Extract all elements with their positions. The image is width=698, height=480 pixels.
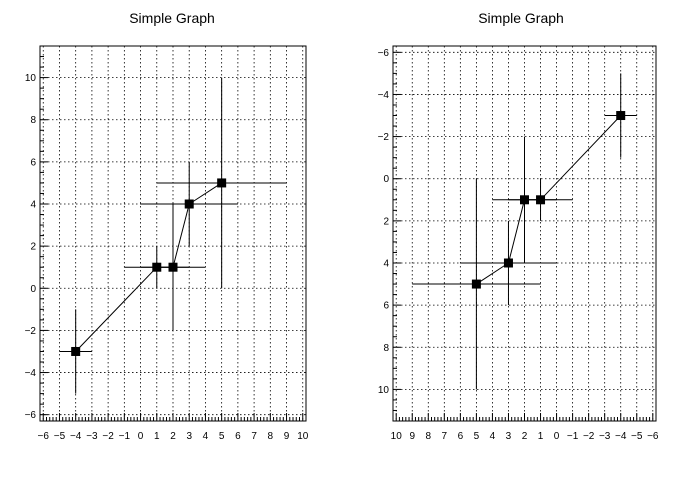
- y-tick-label: −2: [378, 132, 390, 143]
- data-point: [503, 258, 513, 268]
- x-tick-label: 4: [490, 431, 496, 442]
- y-tick-label: 8: [383, 343, 389, 354]
- y-tick-label: −6: [25, 410, 37, 421]
- x-tick-label: 3: [186, 431, 192, 442]
- x-tick-label: 4: [203, 431, 209, 442]
- y-tick-label: −4: [25, 368, 37, 379]
- x-tick-label: −3: [599, 431, 611, 442]
- y-tick-label: 0: [383, 174, 389, 185]
- data-point: [152, 262, 162, 272]
- x-tick-label: −6: [647, 431, 659, 442]
- chart-title: Simple Graph: [129, 10, 215, 26]
- data-point: [217, 178, 227, 188]
- y-tick-label: −2: [25, 326, 37, 337]
- x-tick-label: 5: [474, 431, 480, 442]
- x-tick-label: 9: [284, 431, 290, 442]
- y-tick-label: 10: [378, 385, 390, 396]
- y-tick-label: −4: [378, 90, 390, 101]
- data-point: [471, 279, 481, 289]
- x-tick-label: 10: [391, 431, 403, 442]
- chart-2: Simple Graph−6−5−4−3−2−1012345678910−6−4…: [378, 10, 659, 442]
- y-tick-label: 10: [25, 73, 37, 84]
- x-tick-label: 1: [154, 431, 160, 442]
- x-tick-label: 0: [138, 431, 144, 442]
- data-point: [536, 195, 546, 205]
- data-point: [520, 195, 529, 205]
- x-tick-label: 8: [425, 431, 431, 442]
- y-tick-label: 8: [30, 115, 36, 126]
- x-tick-label: −5: [631, 431, 643, 442]
- x-tick-label: −4: [615, 431, 627, 442]
- x-tick-label: 6: [458, 431, 464, 442]
- x-tick-label: −3: [86, 431, 98, 442]
- y-tick-label: 2: [383, 216, 389, 227]
- x-tick-label: 2: [170, 431, 176, 442]
- y-tick-label: 0: [30, 284, 36, 295]
- y-tick-label: 4: [383, 258, 389, 269]
- x-tick-label: −6: [38, 431, 50, 442]
- y-tick-label: 6: [383, 301, 389, 312]
- x-tick-label: 10: [297, 431, 309, 442]
- y-tick-label: 6: [30, 157, 36, 168]
- x-tick-label: 9: [409, 431, 415, 442]
- x-tick-label: −1: [567, 431, 579, 442]
- x-tick-label: 5: [219, 431, 225, 442]
- x-tick-label: 7: [251, 431, 257, 442]
- y-tick-label: 2: [30, 242, 36, 253]
- data-point: [184, 199, 194, 209]
- x-tick-label: −2: [583, 431, 595, 442]
- x-tick-label: −4: [70, 431, 82, 442]
- x-tick-label: 8: [268, 431, 274, 442]
- x-tick-label: −5: [54, 431, 66, 442]
- data-point: [616, 111, 626, 121]
- x-tick-label: 2: [522, 431, 528, 442]
- data-point: [168, 262, 178, 272]
- x-tick-label: −2: [102, 431, 114, 442]
- x-tick-label: 1: [538, 431, 544, 442]
- x-tick-label: 0: [554, 431, 560, 442]
- x-tick-label: 3: [506, 431, 512, 442]
- y-tick-label: 4: [30, 200, 36, 211]
- y-tick-label: −6: [378, 48, 390, 59]
- data-point: [71, 346, 81, 356]
- chart-title: Simple Graph: [478, 10, 564, 26]
- x-tick-label: −1: [119, 431, 131, 442]
- chart-1: Simple Graph−6 −5 −4 −3 −2 −1 0 1 2 3 4 5 6 7 8 9 10−6−4…: [25, 10, 309, 442]
- x-tick-label: 7: [442, 431, 448, 442]
- x-tick-label: 6: [235, 431, 241, 442]
